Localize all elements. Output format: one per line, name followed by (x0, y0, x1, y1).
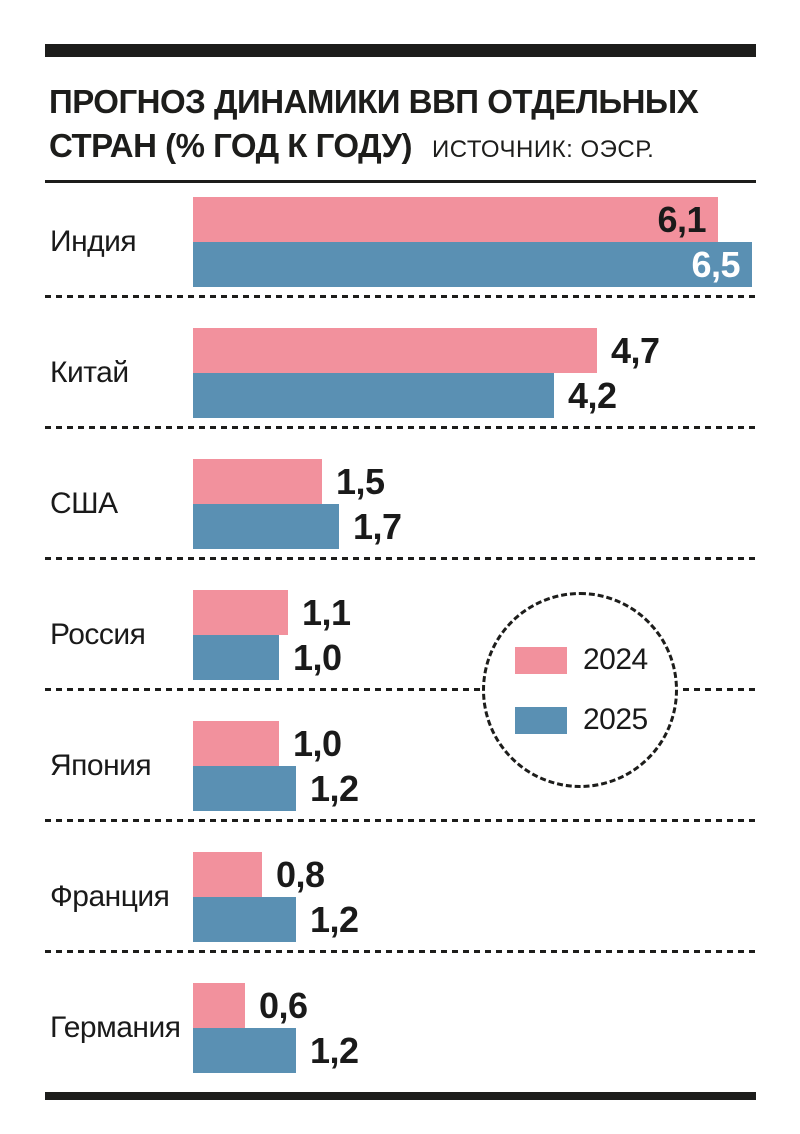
chart-header: ПРОГНОЗ ДИНАМИКИ ВВП ОТДЕЛЬНЫХ СТРАН (% … (49, 80, 756, 168)
chart-row: Россия 1,1 1,0 (45, 590, 756, 680)
bar-2024: 1,0 (193, 721, 342, 766)
chart-row: Китай 4,7 4,2 (45, 328, 756, 418)
header-rule (45, 180, 756, 183)
bar-group: 1,1 1,0 (193, 590, 351, 680)
category-label: США (50, 487, 118, 520)
legend-swatch-2024 (515, 646, 567, 674)
row-separator (45, 295, 756, 298)
row-separator (45, 819, 756, 822)
bar-group: 0,6 1,2 (193, 983, 359, 1073)
bar-2025: 1,2 (193, 1028, 359, 1073)
value-label-2025: 1,2 (310, 898, 359, 940)
category-label: Китай (50, 356, 129, 389)
value-label-2025: 1,0 (293, 636, 342, 678)
bar-2024: 1,1 (193, 590, 351, 635)
value-label-2024: 0,8 (276, 853, 325, 895)
category-label: Индия (50, 225, 137, 258)
value-label-2025: 4,2 (568, 374, 617, 416)
bar-group: 1,5 1,7 (193, 459, 402, 549)
row-separator (45, 426, 756, 429)
bar-group: 0,8 1,2 (193, 852, 359, 942)
bar-2025: 4,2 (193, 373, 617, 418)
bottom-rule (45, 1092, 756, 1100)
legend-label-2024: 2024 (583, 643, 648, 676)
bar-2024: 0,8 (193, 852, 325, 897)
value-label-2024: 6,1 (657, 198, 706, 240)
legend-label-2025: 2025 (583, 703, 648, 736)
value-label-2024: 1,1 (302, 591, 351, 633)
bar-group: 4,7 4,2 (193, 328, 660, 418)
category-label: Германия (50, 1011, 181, 1044)
value-label-2024: 1,5 (336, 460, 385, 502)
value-label-2025: 6,5 (691, 243, 740, 285)
bar-2024: 1,5 (193, 459, 385, 504)
category-label: Россия (50, 618, 146, 651)
bar-2025: 1,2 (193, 766, 359, 811)
row-separator (45, 557, 756, 560)
value-label-2024: 0,6 (259, 984, 308, 1026)
bar-group: 6,1 6,5 (193, 197, 752, 287)
bar-2024: 4,7 (193, 328, 660, 373)
value-label-2025: 1,7 (353, 505, 402, 547)
category-label: Франция (50, 880, 170, 913)
chart-row: США 1,5 1,7 (45, 459, 756, 549)
legend-item-2024: 2024 (515, 643, 648, 677)
chart-title-line2-row: СТРАН (% ГОД К ГОДУ) ИСТОЧНИК: ОЭСР. (49, 124, 756, 168)
bar-2024: 0,6 (193, 983, 308, 1028)
bar-2025: 1,0 (193, 635, 342, 680)
chart-title-line2: СТРАН (% ГОД К ГОДУ) (49, 127, 413, 164)
value-label-2024: 1,0 (293, 722, 342, 764)
chart-title-line1: ПРОГНОЗ ДИНАМИКИ ВВП ОТДЕЛЬНЫХ (49, 83, 699, 120)
row-separator (45, 950, 756, 953)
row-separator (45, 688, 756, 691)
bar-2024: 6,1 (193, 197, 718, 242)
source-label: ИСТОЧНИК: ОЭСР. (432, 136, 655, 163)
value-label-2025: 1,2 (310, 767, 359, 809)
bar-2025: 6,5 (193, 242, 752, 287)
chart-row: Германия 0,6 1,2 (45, 983, 756, 1073)
bar-2025: 1,2 (193, 897, 359, 942)
bar-2025: 1,7 (193, 504, 402, 549)
legend: 2024 2025 (482, 592, 678, 788)
chart-row: Япония 1,0 1,2 (45, 721, 756, 811)
chart-row: Индия 6,1 6,5 (45, 197, 756, 287)
legend-item-2025: 2025 (515, 703, 648, 737)
legend-swatch-2025 (515, 706, 567, 734)
category-label: Япония (50, 749, 152, 782)
chart-row: Франция 0,8 1,2 (45, 852, 756, 942)
top-rule (45, 44, 756, 57)
value-label-2024: 4,7 (611, 329, 660, 371)
bar-group: 1,0 1,2 (193, 721, 359, 811)
value-label-2025: 1,2 (310, 1029, 359, 1071)
